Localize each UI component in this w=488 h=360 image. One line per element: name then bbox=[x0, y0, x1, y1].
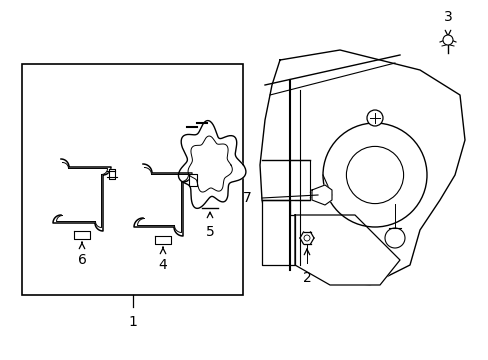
Polygon shape bbox=[134, 164, 192, 236]
Polygon shape bbox=[155, 236, 171, 244]
Text: 7: 7 bbox=[243, 191, 251, 205]
Text: 6: 6 bbox=[78, 253, 86, 267]
Polygon shape bbox=[311, 185, 331, 205]
Text: 2: 2 bbox=[302, 271, 311, 285]
Text: 4: 4 bbox=[158, 258, 167, 272]
Circle shape bbox=[442, 35, 452, 45]
Circle shape bbox=[384, 228, 404, 248]
Text: 3: 3 bbox=[443, 10, 451, 24]
Polygon shape bbox=[189, 174, 197, 186]
Polygon shape bbox=[294, 215, 399, 285]
Text: 1: 1 bbox=[128, 315, 137, 329]
Circle shape bbox=[323, 123, 426, 227]
Polygon shape bbox=[260, 50, 464, 285]
Polygon shape bbox=[109, 169, 115, 179]
Text: 5: 5 bbox=[205, 225, 214, 239]
Polygon shape bbox=[178, 121, 245, 208]
Circle shape bbox=[366, 110, 382, 126]
Circle shape bbox=[346, 147, 403, 204]
Polygon shape bbox=[74, 231, 90, 239]
Bar bbox=[22, 64, 243, 295]
Polygon shape bbox=[53, 159, 111, 231]
Polygon shape bbox=[262, 200, 294, 265]
Circle shape bbox=[304, 235, 309, 241]
